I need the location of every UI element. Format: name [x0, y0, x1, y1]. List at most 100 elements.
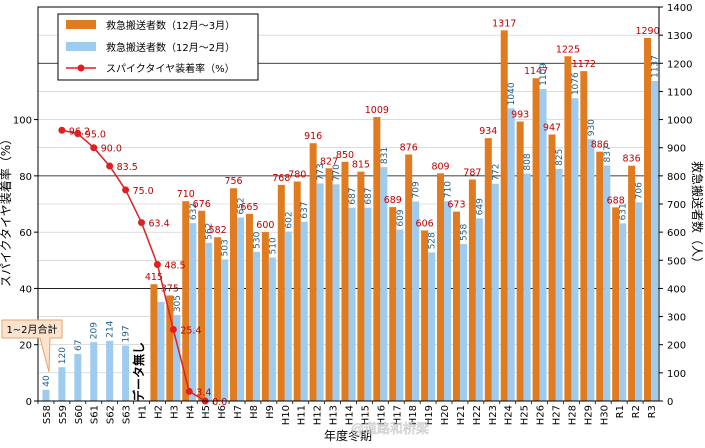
- bar-dec-feb: [475, 218, 483, 401]
- bar-label-dec-mar: 934: [479, 126, 497, 137]
- bar-label-dec-feb: 1040: [507, 82, 517, 105]
- bar-dec-feb: [523, 173, 531, 401]
- bar-label-dec-mar: 606: [416, 218, 434, 229]
- bar-label-dec-mar: 787: [463, 168, 481, 179]
- callout-annotation: 1~2月合計: [1, 319, 63, 373]
- bar-dec-feb: [74, 354, 82, 401]
- bar-dec-feb: [380, 167, 388, 401]
- right-tick-label: 1000: [667, 116, 692, 127]
- x-tick-label: H10: [281, 405, 292, 425]
- x-tick-label: R3: [647, 405, 658, 418]
- bar-label-dec-feb: 808: [523, 153, 533, 170]
- bar-dec-feb: [364, 207, 372, 401]
- x-tick-label: H7: [233, 405, 244, 419]
- bar-dec-mar: [261, 232, 269, 401]
- legend-swatch-bar-dec-mar: [66, 20, 96, 29]
- x-tick-label: H27: [552, 405, 563, 425]
- spike-rate-label: 63.4: [149, 219, 170, 230]
- bar-label-dec-mar: 710: [177, 189, 195, 200]
- spike-rate-point: [153, 261, 161, 269]
- bar-label-dec-feb: 558: [459, 224, 469, 241]
- no-data-label: データ無し: [131, 342, 146, 402]
- bar-label-dec-feb: 120: [58, 347, 68, 364]
- spike-rate-label: 0.0: [212, 397, 227, 408]
- bar-label-dec-feb: 709: [412, 181, 422, 198]
- bar-dec-mar: [325, 168, 333, 401]
- bar-label-dec-mar: 375: [161, 283, 179, 294]
- bar-dec-mar: [230, 188, 238, 401]
- bar-dec-mar: [468, 179, 476, 401]
- bar-label-dec-feb: 687: [348, 187, 358, 204]
- spike-rate-label: 83.5: [117, 162, 138, 173]
- spike-rate-point: [122, 186, 130, 194]
- bar-dec-mar: [309, 143, 317, 401]
- right-tick-label: 700: [667, 200, 686, 211]
- x-tick-label: H24: [504, 405, 515, 425]
- bar-label-dec-feb: 528: [428, 232, 438, 249]
- bar-dec-mar: [452, 211, 460, 401]
- right-axis-title: 救急搬送者数（人）: [690, 161, 705, 269]
- bar-label-dec-feb: 1137: [651, 55, 661, 78]
- spike-rate-point: [74, 130, 82, 138]
- bar-dec-mar: [150, 284, 158, 401]
- bar-layer: [42, 30, 659, 402]
- bar-dec-feb: [459, 243, 467, 401]
- bar-label-dec-mar: 688: [607, 195, 625, 206]
- bar-dec-feb: [348, 207, 356, 401]
- bar-dec-feb: [507, 108, 515, 402]
- bar-label-dec-feb: 214: [106, 320, 116, 337]
- legend-label-spike-rate: スパイクタイヤ装着率（%）: [106, 62, 235, 75]
- spike-rate-label: 48.5: [164, 261, 185, 272]
- x-tick-label: H1: [138, 405, 149, 419]
- x-tick-label: H29: [583, 405, 594, 425]
- left-axis-title: スパイクタイヤ装着率（%）: [0, 133, 13, 287]
- right-tick-label: 200: [667, 341, 686, 352]
- bar-label-dec-feb: 67: [74, 340, 84, 351]
- x-tick-label: H30: [599, 405, 610, 425]
- bar-dec-feb: [603, 165, 611, 401]
- x-tick-label: H25: [520, 405, 531, 425]
- bar-label-dec-feb: 1109: [539, 63, 549, 86]
- legend-label-bar-dec-feb: 救急搬送者数（12月～2月）: [106, 41, 235, 54]
- bar-label-dec-feb: 305: [173, 295, 183, 312]
- bar-dec-feb: [332, 184, 340, 401]
- x-tick-label: S60: [74, 405, 85, 424]
- x-axis-title: 年度冬期: [324, 428, 372, 443]
- bar-label-dec-mar: 1147: [524, 66, 548, 77]
- x-tick-label: H12: [313, 405, 324, 425]
- bar-label-dec-mar: 815: [352, 160, 370, 171]
- left-tick-label: 60: [19, 228, 32, 239]
- x-tick-label: H8: [249, 405, 260, 419]
- right-tick-label: 1100: [667, 87, 692, 98]
- x-tick-label: H4: [185, 405, 196, 419]
- bar-label-dec-feb: 930: [587, 119, 597, 136]
- bar-label-dec-mar: 1290: [635, 26, 659, 37]
- bar-label-dec-mar: 780: [288, 169, 306, 180]
- right-tick-label: 1200: [667, 59, 692, 70]
- x-tick-label: H17: [392, 405, 403, 425]
- right-tick-label: 400: [667, 284, 686, 295]
- bar-dec-mar: [500, 30, 508, 401]
- bar-dec-feb: [412, 201, 420, 401]
- bar-label-dec-feb: 652: [237, 197, 247, 214]
- x-tick-label: S62: [106, 405, 117, 424]
- bar-dec-mar: [405, 154, 413, 401]
- bar-dec-mar: [421, 230, 429, 401]
- bar-dec-feb: [90, 342, 98, 401]
- x-tick-label: H9: [265, 405, 276, 419]
- bar-label-dec-mar: 673: [447, 200, 465, 211]
- right-tick-label: 800: [667, 172, 686, 183]
- bar-dec-feb: [619, 223, 627, 401]
- bar-dec-mar: [373, 117, 381, 401]
- callout-bubble: [1, 319, 63, 373]
- x-tick-label: H23: [488, 405, 499, 425]
- bar-dec-feb: [237, 217, 245, 401]
- bar-dec-mar: [293, 181, 301, 401]
- x-tick-label: H3: [169, 405, 180, 419]
- left-tick-label: 20: [19, 341, 32, 352]
- left-tick-label: 40: [19, 284, 32, 295]
- bar-dec-mar: [182, 201, 190, 401]
- bar-label-dec-mar: 415: [145, 272, 163, 283]
